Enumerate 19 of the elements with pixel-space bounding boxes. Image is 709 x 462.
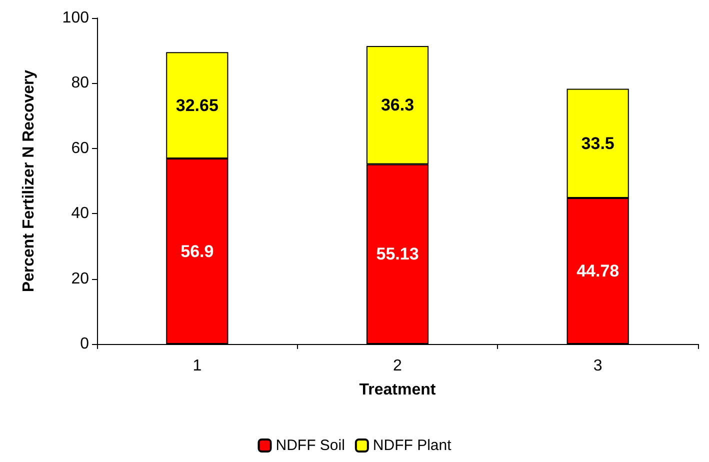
data-label: 56.9 xyxy=(180,242,214,261)
x-tick-label: 2 xyxy=(393,358,402,374)
y-tick-label: 40 xyxy=(71,205,90,222)
x-tick-label: 1 xyxy=(192,358,202,374)
y-tick-label: 80 xyxy=(71,74,90,92)
data-label: 33.5 xyxy=(581,134,614,153)
y-tick-label: 0 xyxy=(80,336,90,352)
legend-label: NDFF Soil xyxy=(276,437,345,454)
y-axis-title: Percent Fertilizer N Recovery xyxy=(20,70,38,292)
data-label: 32.65 xyxy=(176,96,218,115)
x-axis-title: Treatment xyxy=(359,382,436,398)
y-tick-label: 20 xyxy=(71,270,90,288)
data-label: 55.13 xyxy=(376,244,419,264)
data-label: 44.78 xyxy=(576,262,620,281)
data-label: 36.3 xyxy=(380,96,414,115)
x-tick-label: 3 xyxy=(593,358,602,374)
y-tick-label: 100 xyxy=(62,10,90,26)
legend-label: NDFF Plant xyxy=(372,437,452,454)
y-tick-label: 60 xyxy=(71,140,90,157)
